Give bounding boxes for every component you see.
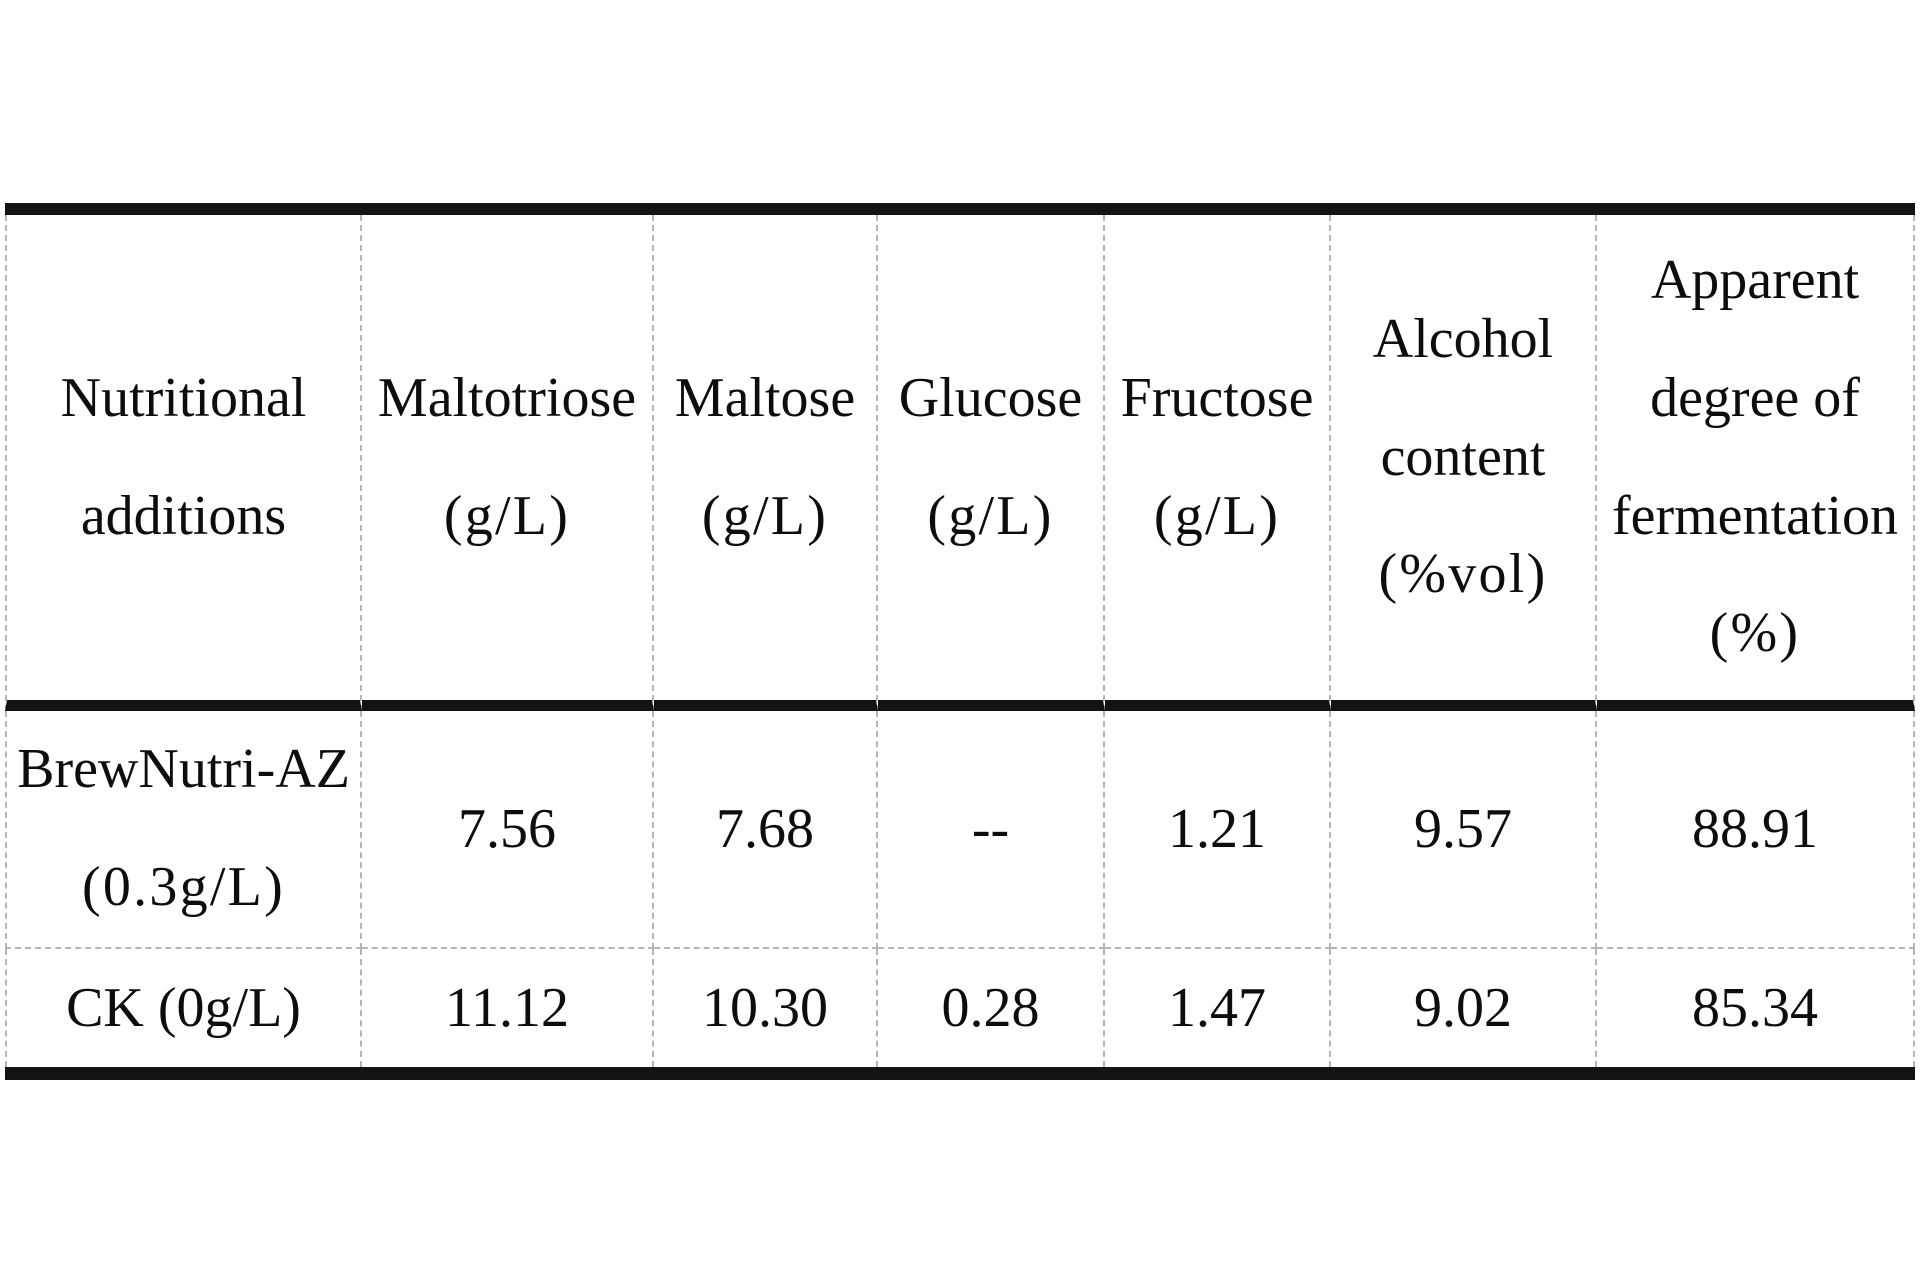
header-line: Maltotriose bbox=[377, 366, 637, 429]
header-line: fermentation bbox=[1611, 484, 1899, 547]
header-line: content bbox=[1380, 425, 1546, 488]
header-line: Glucose bbox=[898, 366, 1083, 429]
header-line: degree of bbox=[1650, 366, 1860, 429]
value-brewnutri-glucose: -- bbox=[878, 711, 1105, 949]
results-table-grid: Nutritional additions Maltotriose (g/L) … bbox=[5, 203, 1915, 1080]
value-ck-alcohol: 9.02 bbox=[1331, 949, 1597, 1067]
header-cell-maltose: Maltose (g/L) bbox=[654, 215, 878, 711]
results-table: Nutritional additions Maltotriose (g/L) … bbox=[5, 203, 1915, 1080]
value-ck-maltose: 10.30 bbox=[654, 949, 878, 1067]
value-ck-maltotriose: 11.12 bbox=[362, 949, 654, 1067]
value-ck-glucose: 0.28 bbox=[878, 949, 1105, 1067]
row-label-ck: CK (0g/L) bbox=[5, 949, 362, 1067]
value-ck-fermentation: 85.34 bbox=[1597, 949, 1915, 1067]
header-unit: (g/L) bbox=[701, 484, 829, 547]
header-unit: (g/L) bbox=[1153, 484, 1281, 547]
row-label-brewnutri-az: BrewNutri-AZ (0.3g/L) bbox=[5, 711, 362, 949]
value-brewnutri-maltotriose: 7.56 bbox=[362, 711, 654, 949]
header-cell-apparent-degree-of-fermentation: Apparent degree of fermentation (%) bbox=[1597, 215, 1915, 711]
value-brewnutri-maltose: 7.68 bbox=[654, 711, 878, 949]
header-cell-nutritional-additions: Nutritional additions bbox=[5, 215, 362, 711]
header-cell-glucose: Glucose (g/L) bbox=[878, 215, 1105, 711]
header-line: Maltose bbox=[674, 366, 856, 429]
value-brewnutri-fermentation: 88.91 bbox=[1597, 711, 1915, 949]
header-line: additions bbox=[80, 484, 287, 547]
header-line: Fructose bbox=[1120, 366, 1314, 429]
header-cell-maltotriose: Maltotriose (g/L) bbox=[362, 215, 654, 711]
row-label-line: BrewNutri-AZ bbox=[17, 738, 350, 801]
header-unit: (%) bbox=[1709, 602, 1801, 665]
header-line: Apparent bbox=[1650, 249, 1860, 312]
header-line: Alcohol bbox=[1372, 308, 1554, 371]
header-unit: (%vol) bbox=[1378, 543, 1548, 606]
row-label-line: (0.3g/L) bbox=[82, 856, 285, 918]
value-ck-fructose: 1.47 bbox=[1105, 949, 1331, 1067]
header-unit: (g/L) bbox=[443, 484, 571, 547]
header-cell-alcohol-content: Alcohol content (%vol) bbox=[1331, 215, 1597, 711]
header-cell-fructose: Fructose (g/L) bbox=[1105, 215, 1331, 711]
value-brewnutri-alcohol: 9.57 bbox=[1331, 711, 1597, 949]
header-line: Nutritional bbox=[60, 366, 307, 429]
header-unit: (g/L) bbox=[927, 484, 1054, 547]
value-brewnutri-fructose: 1.21 bbox=[1105, 711, 1331, 949]
